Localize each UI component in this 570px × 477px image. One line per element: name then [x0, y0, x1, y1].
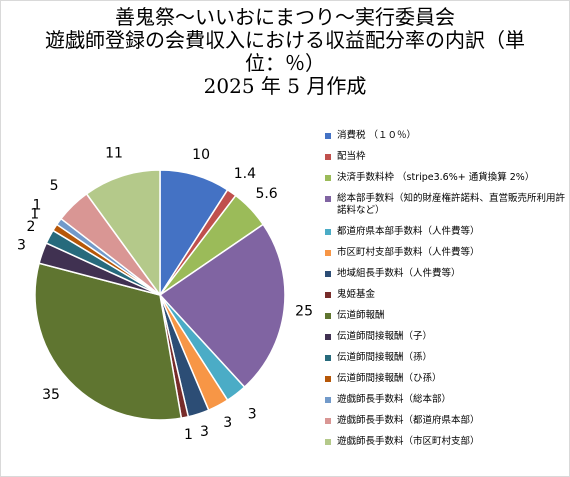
legend-label: 総本部手数料（知的財産権許諾料、直営販売所利用許諾料など） [337, 193, 566, 216]
data-label: 3 [248, 407, 257, 423]
legend-item: 都道府県本部手数料（人件費等） [325, 226, 565, 238]
legend-item: 地域組長手数料（人件費等） [325, 268, 565, 280]
data-label: 10 [192, 147, 210, 163]
data-label: 3 [223, 415, 232, 431]
legend-label: 伝道師間接報酬（孫） [337, 352, 433, 363]
legend-label: 伝道師報酬 [337, 310, 385, 321]
title-line-2: 遊戯師登録の会費収入における収益配分率の内訳（単 [45, 28, 525, 52]
legend-item: 遊戯師長手数料（都道府県本部） [325, 415, 565, 427]
data-label: 2 [26, 219, 35, 235]
data-label: 3 [200, 424, 209, 440]
legend-item: 伝道師間接報酬（孫） [325, 352, 565, 364]
data-label: 3 [17, 238, 26, 254]
legend-swatch [325, 376, 331, 382]
legend-item: 遊戯師長手数料（市区町村支部） [325, 436, 565, 448]
data-label: 1 [30, 206, 39, 222]
data-label: 25 [295, 304, 313, 320]
legend-item: 配当枠 [325, 151, 565, 163]
legend-label: 配当枠 [337, 151, 366, 162]
pie-slice [34, 262, 183, 421]
legend-label: 遊戯師長手数料（都道府県本部） [337, 415, 480, 426]
legend-item: 消費税 （１０％） [325, 130, 565, 142]
pie-slice [158, 223, 286, 389]
legend-item: 伝道師報酬 [325, 310, 565, 322]
legend-swatch [325, 397, 331, 403]
legend-swatch [325, 175, 331, 181]
legend-swatch [325, 229, 331, 235]
legend-swatch [325, 334, 331, 340]
legend-swatch [325, 418, 331, 424]
legend-swatch [325, 154, 331, 160]
legend-label: 都道府県本部手数料（人件費等） [337, 226, 480, 237]
legend-swatch [325, 133, 331, 139]
legend-label: 遊戯師長手数料（総本部） [337, 394, 452, 405]
chart-legend: 消費税 （１０％） 配当枠決済手数料枠 （stripe3.6%+ 通貨換算 2%）… [325, 130, 565, 457]
legend-item: 遊戯師長手数料（総本部） [325, 394, 565, 406]
legend-swatch [325, 355, 331, 361]
legend-label: 地域組長手数料（人件費等） [337, 268, 461, 279]
title-line-1: 善鬼祭～いいおにまつり～実行委員会 [115, 5, 455, 29]
data-label: 1 [184, 427, 193, 443]
legend-swatch [325, 250, 331, 256]
legend-item: 伝道師間接報酬（ひ孫） [325, 373, 565, 385]
pie-slice [85, 169, 161, 298]
chart-title: 善鬼祭～いいおにまつり～実行委員会 遊戯師登録の会費収入における収益配分率の内訳… [0, 6, 570, 98]
legend-label: 鬼姫基金 [337, 289, 376, 300]
data-label: 5 [50, 178, 59, 194]
legend-label: 伝道師間接報酬（子） [337, 331, 433, 342]
legend-swatch [325, 292, 331, 298]
title-line-4: 2025 年 5 月作成 [203, 74, 367, 98]
legend-item: 鬼姫基金 [325, 289, 565, 301]
data-label: 1.4 [234, 166, 256, 182]
legend-label: 遊戯師長手数料（市区町村支部） [337, 436, 480, 447]
legend-label: 消費税 （１０％） [337, 130, 417, 141]
data-label: 1 [33, 198, 42, 214]
legend-label: 市区町村支部手数料（人件費等） [337, 247, 480, 258]
legend-item: 決済手数料枠 （stripe3.6%+ 通貨換算 2%） [325, 172, 565, 184]
legend-swatch [325, 271, 331, 277]
legend-label: 伝道師間接報酬（ひ孫） [337, 373, 442, 384]
legend-swatch [325, 196, 331, 202]
legend-label: 決済手数料枠 （stripe3.6%+ 通貨換算 2%） [337, 172, 535, 183]
data-label: 35 [42, 387, 60, 403]
legend-item: 市区町村支部手数料（人件費等） [325, 247, 565, 259]
data-label: 5.6 [255, 186, 277, 202]
legend-item: 伝道師間接報酬（子） [325, 331, 565, 343]
legend-swatch [325, 439, 331, 445]
data-label: 11 [105, 145, 123, 161]
legend-swatch [325, 313, 331, 319]
title-line-3: 位：％） [245, 51, 325, 75]
legend-item: 総本部手数料（知的財産権許諾料、直営販売所利用許諾料など） [325, 193, 565, 217]
